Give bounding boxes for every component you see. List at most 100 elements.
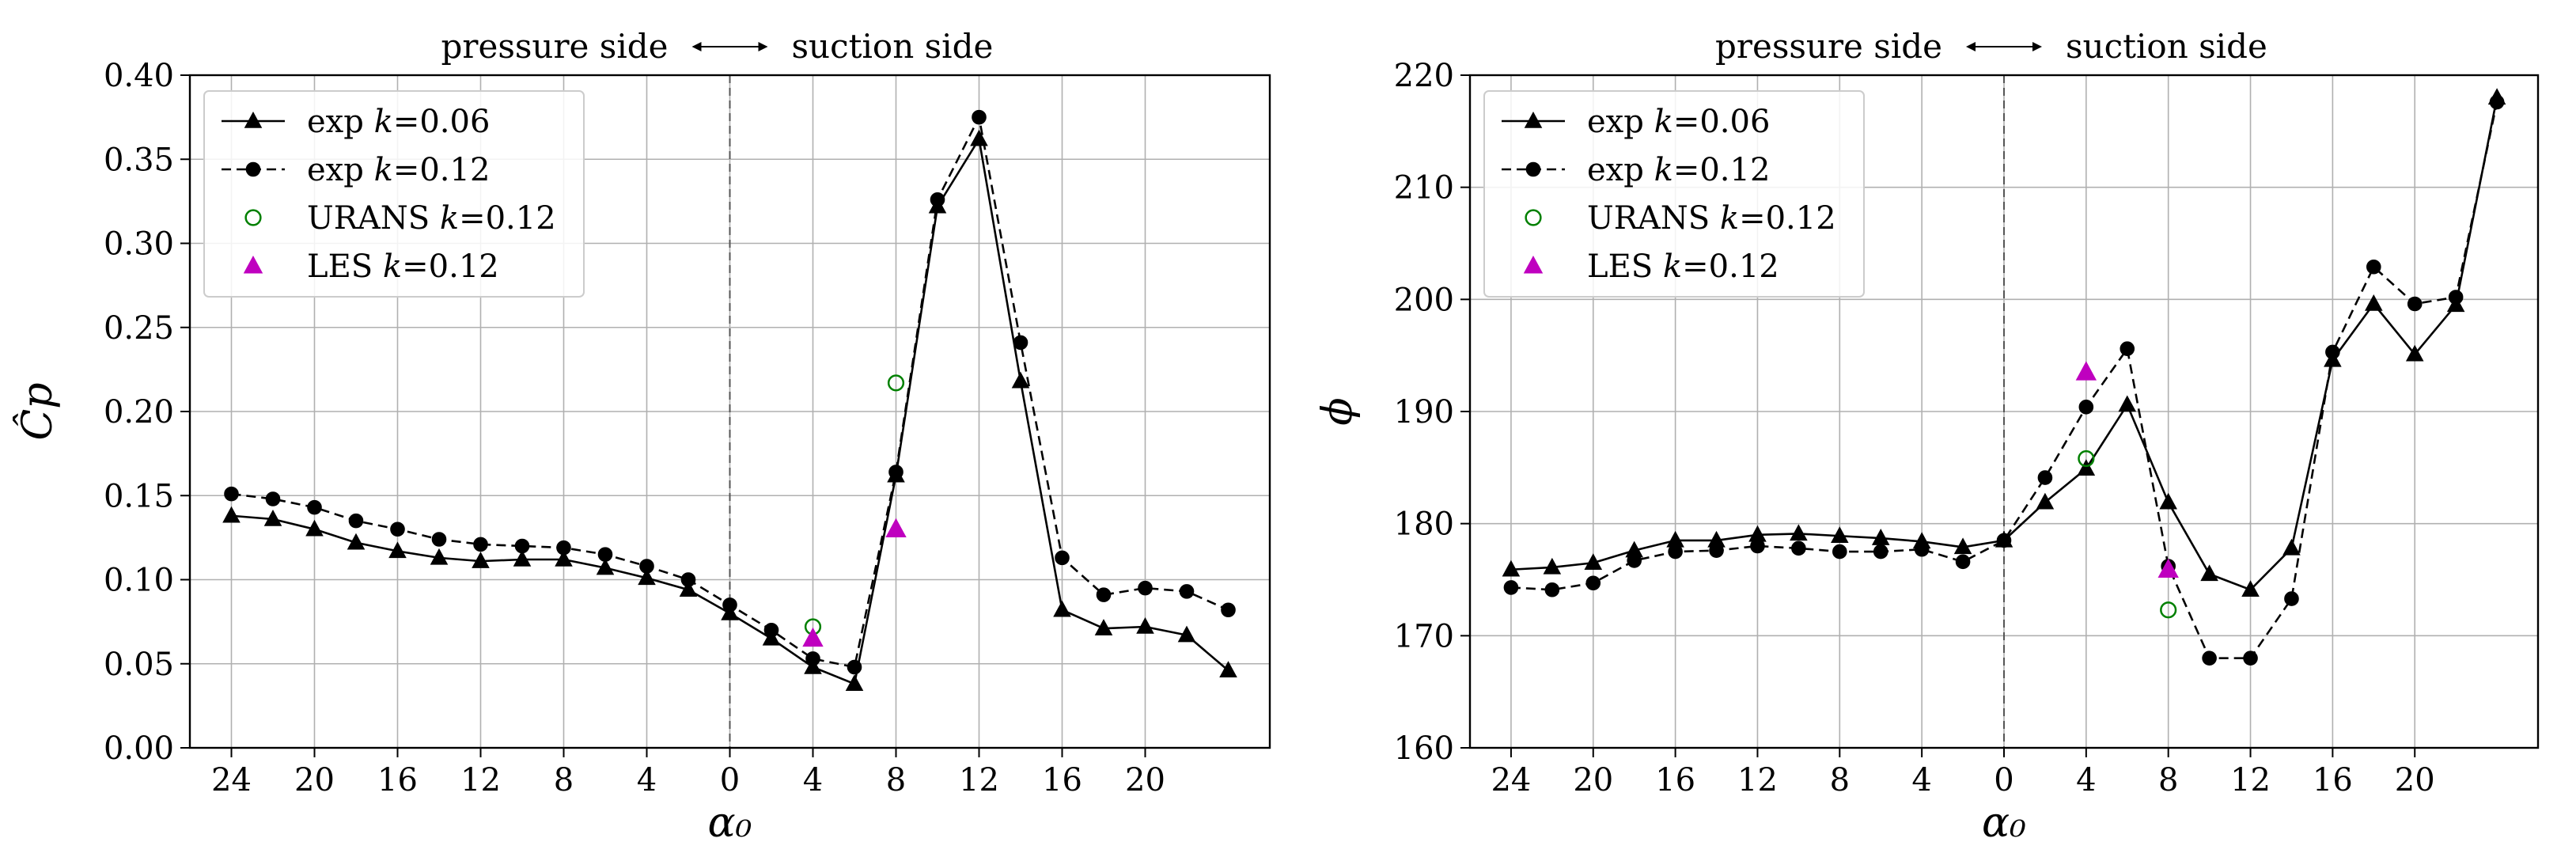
right-pressure-side-label: pressure side <box>1715 27 1942 66</box>
left-series-1-point <box>556 540 571 556</box>
left-legend-label-1-value: =0.12 <box>393 152 491 188</box>
right-axes-frame <box>1468 74 2540 749</box>
left-x-tick-label: 16 <box>377 762 418 798</box>
left-series-0-point <box>388 541 407 559</box>
left-legend-label-3-k: k <box>383 248 402 285</box>
right-legend-label-1-prefix: exp <box>1587 152 1654 188</box>
right-arrow-left-head <box>1966 42 1976 51</box>
left-y-tick-label: 0.05 <box>104 647 174 683</box>
left-series-0-point <box>679 580 698 597</box>
left-legend-label-3-prefix: LES <box>307 248 383 285</box>
right-x-tick-label: 16 <box>2313 762 2353 798</box>
left-series-2 <box>804 374 905 635</box>
right-y-tick-label: 160 <box>1394 730 1454 767</box>
right-series-1-point <box>2243 650 2258 666</box>
right-series-3-point <box>2075 361 2097 381</box>
left-legend-label-0-value: =0.06 <box>393 104 491 140</box>
left-series-3 <box>802 518 907 647</box>
left-series-0-point <box>1053 600 1071 617</box>
right-series-0-point <box>1831 526 1849 543</box>
right-series-0-point <box>2365 294 2383 311</box>
left-series-1-point <box>431 532 447 547</box>
left-series-1-point <box>1221 602 1236 618</box>
left-series-1-point <box>1013 335 1029 351</box>
right-x-tick-label: 24 <box>1491 762 1531 798</box>
left-series-1-point <box>972 109 987 125</box>
right-series-0-point <box>1790 524 1808 541</box>
left-legend-marker-0 <box>244 111 263 128</box>
right-series-1-point <box>1996 533 2012 548</box>
left-series-2-point <box>887 374 905 392</box>
left-series-0-point <box>1219 661 1237 677</box>
left-series-0-point <box>430 548 449 565</box>
left-series-1-point <box>847 659 862 675</box>
right-series-0-point <box>1953 537 1972 555</box>
left-series-1-point <box>1055 550 1070 566</box>
left-legend-label-2-prefix: URANS <box>307 200 440 237</box>
left-legend-label-0-prefix: exp <box>307 104 374 140</box>
right-x-tick-label: 8 <box>1830 762 1850 798</box>
right-series-0-point <box>2036 492 2055 510</box>
left-series-1-point <box>930 192 945 207</box>
right-series-1-point <box>1668 544 1683 559</box>
left-axes-frame <box>188 74 1271 749</box>
left-series-1-point <box>265 491 281 506</box>
right-legend-label-2-value: =0.12 <box>1739 200 1836 237</box>
left-legend-label-1: exp k=0.12 <box>307 152 490 188</box>
right-series-1-point <box>2202 650 2217 666</box>
left-series-0-point <box>1177 625 1196 643</box>
left-series-1-point <box>597 547 613 562</box>
right-series-1-point <box>2448 290 2464 305</box>
right-legend-label-1-k: k <box>1654 152 1673 188</box>
left-y-tick-label: 0.15 <box>104 478 174 514</box>
left-series-0-point <box>347 533 366 550</box>
right-series-1-point <box>2407 296 2423 312</box>
left-x-tick-label: 16 <box>1042 762 1082 798</box>
right-series-3-point <box>2157 558 2179 578</box>
right-series-1-point <box>1627 553 1642 568</box>
left-series-0-point <box>555 549 573 567</box>
left-arrow-right-head <box>758 42 768 51</box>
right-series-0-point <box>2118 395 2137 412</box>
left-y-tick-label: 0.00 <box>104 730 174 767</box>
left-legend-label-1-prefix: exp <box>307 152 374 188</box>
left-series-1-point <box>1138 580 1153 596</box>
left-series-0-point <box>638 568 656 586</box>
right-series-1-point <box>1709 543 1724 558</box>
left-y-tick-label: 0.10 <box>104 563 174 599</box>
left-legend-label-2: URANS k=0.12 <box>307 200 556 237</box>
right-series-1-point <box>2284 591 2299 606</box>
right-series-1-point <box>2325 344 2340 360</box>
right-panel: 24 20 16 12 8 4 0 4 8 12 16 20 160 170 180 190 200 210 220… <box>1314 27 2540 847</box>
left-series-1-point <box>473 537 488 552</box>
left-y-tick-label: 0.40 <box>104 58 174 94</box>
right-y-tick-label: 180 <box>1394 506 1454 543</box>
right-legend-label-2-prefix: URANS <box>1587 200 1720 237</box>
left-arrow-left-head <box>691 42 702 51</box>
right-series-0-point <box>2159 492 2177 510</box>
left-y-tick-label: 0.20 <box>104 394 174 430</box>
left-series-3-point <box>885 518 907 537</box>
left-series-0-point <box>845 674 864 691</box>
right-legend-label-1-value: =0.12 <box>1673 152 1771 188</box>
right-x-tick-label: 16 <box>1655 762 1695 798</box>
right-y-tick-label: 200 <box>1394 282 1454 318</box>
left-series-group <box>222 109 1237 691</box>
right-x-tick-label: 12 <box>2230 762 2271 798</box>
right-legend <box>1483 90 1865 298</box>
left-legend-label-0-k: k <box>374 104 393 140</box>
right-series-2-point <box>2160 601 2177 619</box>
right-series-1-point <box>1503 580 1519 595</box>
right-y-tick-label: 210 <box>1394 170 1454 207</box>
right-series-1-point <box>2037 470 2053 485</box>
right-y-tick-label: 190 <box>1394 394 1454 430</box>
right-series-0-point <box>2405 344 2424 362</box>
left-legend-label-3-value: =0.12 <box>402 248 499 285</box>
left-series-0-point <box>472 552 490 568</box>
left-series-1-point <box>722 597 737 613</box>
left-y-tick-label: 0.25 <box>104 310 174 347</box>
right-series-1-point <box>1955 554 1971 570</box>
left-legend-label-1-k: k <box>374 152 393 188</box>
